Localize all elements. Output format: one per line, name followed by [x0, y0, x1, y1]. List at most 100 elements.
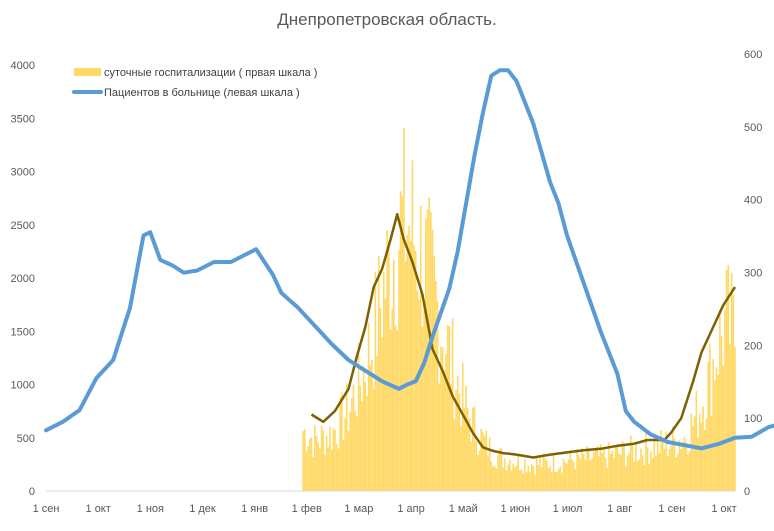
hospitalization-bar	[527, 465, 530, 491]
hospitalization-bar	[675, 457, 677, 491]
hospitalization-bar	[317, 442, 320, 491]
hospitalization-bar	[512, 463, 514, 491]
hospitalization-bar	[414, 250, 417, 491]
y-left-tick-label: 3500	[11, 113, 35, 125]
hospitalization-bar	[419, 205, 422, 491]
hospitalization-bar	[714, 380, 716, 491]
legend: суточные госпитализации ( првая шкала ) …	[72, 67, 317, 99]
hospitalization-bar	[561, 472, 563, 491]
hospitalization-bar	[455, 390, 457, 491]
hospitalization-bar	[638, 459, 641, 491]
hospitalization-bar	[456, 375, 459, 491]
hospitalization-bar	[604, 457, 607, 491]
hospitalization-bar	[705, 418, 708, 491]
hospitalization-bar	[646, 447, 649, 491]
hospitalization-bar	[540, 467, 543, 491]
hospitalization-bar	[386, 230, 388, 492]
hospitalization-bar	[510, 470, 513, 491]
hospitalization-bar	[717, 375, 719, 491]
hospitalization-bar	[663, 448, 666, 491]
hospitalization-bar	[458, 393, 461, 491]
hospitalization-bar	[324, 455, 326, 491]
y-right-tick-label: 200	[744, 340, 762, 352]
hospitalization-bar	[692, 426, 694, 491]
hospitalization-bar	[661, 441, 664, 491]
hospitalization-bar	[507, 464, 509, 491]
hospitalization-bar	[727, 265, 730, 491]
hospitalization-bar	[697, 436, 699, 491]
hospitalization-bar	[700, 423, 703, 491]
hospitalization-bar	[418, 299, 420, 491]
x-tick-label: 1 май	[449, 503, 478, 515]
hospitalization-bar	[342, 439, 345, 491]
hospitalization-bar	[389, 329, 392, 491]
hospitalization-bar	[576, 449, 578, 491]
hospitalization-bar	[732, 294, 735, 491]
hospitalization-bar	[309, 438, 311, 491]
hospitalization-bar	[344, 418, 346, 491]
x-tick-label: 1 фев	[292, 503, 322, 515]
y-right-tick-label: 400	[744, 195, 762, 207]
y-left-tick-label: 1000	[11, 380, 35, 392]
hospitalization-bar	[589, 460, 592, 491]
hospitalization-bar	[631, 445, 634, 491]
hospitalization-bar	[643, 465, 646, 491]
hospitalization-bar	[500, 448, 503, 491]
hospitalization-bar	[613, 457, 615, 491]
x-tick-label: 1 окт	[86, 503, 111, 515]
hospitalization-bar	[547, 468, 550, 491]
x-axis: 1 сен 1 окт 1 ноя 1 дек 1 янв 1 фев 1 мар 1 апр…	[33, 503, 737, 515]
hospitalization-bar	[648, 463, 651, 491]
hospitalization-bar	[640, 448, 642, 491]
hospitalization-bar	[734, 347, 736, 491]
hospitalization-bar	[683, 436, 686, 491]
hospitalization-bar	[715, 367, 718, 491]
hospitalization-bar	[411, 160, 414, 491]
hospitalization-bar	[724, 309, 726, 491]
hospitalization-bar	[445, 353, 447, 491]
hospitalization-bar	[435, 280, 437, 491]
hospitalization-bar	[621, 441, 624, 491]
hospitalization-bar	[446, 325, 449, 491]
hospitalization-bar	[666, 456, 669, 491]
hospitalization-bar	[707, 361, 709, 491]
hospitalization-bar	[665, 431, 667, 491]
hospitalization-bar	[596, 446, 598, 491]
hospitalization-bar	[367, 322, 370, 491]
hospitalization-bar	[372, 388, 375, 491]
hospitalization-bar	[503, 458, 506, 491]
hospitalization-bar	[327, 447, 330, 491]
hospitalization-bar	[443, 370, 446, 491]
hospitalization-bar	[609, 453, 612, 491]
hospitalization-bar	[682, 442, 684, 491]
hospitalization-bar	[349, 411, 351, 491]
hospitalization-bar	[539, 458, 541, 491]
hospitalization-bar	[698, 413, 701, 491]
hospitalization-bar	[483, 436, 486, 491]
hospitalization-bar	[519, 470, 521, 491]
y-left-tick-label: 3000	[11, 167, 35, 179]
hospitalization-bar	[606, 468, 609, 491]
hospitalization-bar	[685, 442, 688, 491]
hospitalization-bar	[340, 392, 343, 491]
x-tick-label: 1 ноя	[137, 503, 164, 515]
hospitalization-bar	[564, 462, 567, 491]
y-right-tick-label: 300	[744, 268, 762, 280]
hospitalization-bar	[451, 318, 454, 491]
hospitalization-bar	[307, 446, 309, 491]
hospitalization-bar	[619, 454, 622, 491]
hospitalization-bar	[616, 445, 619, 491]
hospitalization-bar	[529, 472, 531, 491]
hospitalization-bar	[416, 290, 419, 491]
hospitalization-bar	[577, 455, 580, 491]
hospitalization-bar	[672, 426, 674, 491]
hospitalization-bar	[556, 472, 558, 491]
hospitalization-bar	[473, 406, 476, 491]
hospitalization-bar	[636, 460, 639, 491]
hospitalization-bar	[495, 468, 498, 491]
y-right-tick-label: 600	[744, 49, 762, 61]
hospitalization-bar	[485, 430, 488, 491]
y-left-tick-label: 0	[29, 486, 35, 498]
hospitalization-bar	[431, 229, 434, 491]
